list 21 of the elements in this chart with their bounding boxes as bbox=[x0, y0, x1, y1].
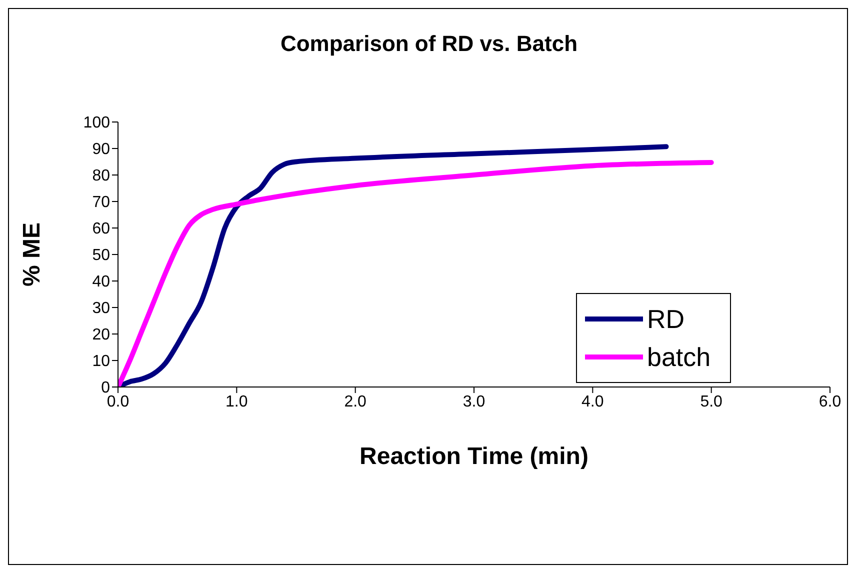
y-tick-label: 100 bbox=[83, 114, 110, 132]
chart-title: Comparison of RD vs. Batch bbox=[279, 31, 579, 57]
x-tick-label: 2.0 bbox=[344, 393, 367, 410]
legend-label: RD bbox=[647, 304, 685, 334]
y-tick-label: 30 bbox=[92, 300, 110, 318]
y-tick-label: 40 bbox=[92, 274, 110, 291]
y-tick-label: 80 bbox=[92, 168, 110, 185]
x-tick-label: 5.0 bbox=[700, 393, 723, 410]
x-tick-label: 1.0 bbox=[226, 393, 248, 410]
x-tick-label: 4.0 bbox=[582, 393, 604, 410]
x-axis-title: Reaction Time (min) bbox=[360, 443, 588, 470]
x-tick-label: 3.0 bbox=[462, 393, 486, 410]
y-tick-label: 20 bbox=[92, 326, 110, 344]
x-tick-label: 6.0 bbox=[818, 393, 842, 410]
y-axis-title: % ME bbox=[18, 222, 46, 287]
y-tick-label: 60 bbox=[92, 220, 110, 238]
y-tick-label: 70 bbox=[92, 194, 110, 212]
y-tick-label: 90 bbox=[92, 141, 110, 158]
y-tick-label: 10 bbox=[92, 353, 110, 370]
legend-label: batch bbox=[647, 342, 711, 372]
y-tick-label: 50 bbox=[92, 247, 110, 264]
